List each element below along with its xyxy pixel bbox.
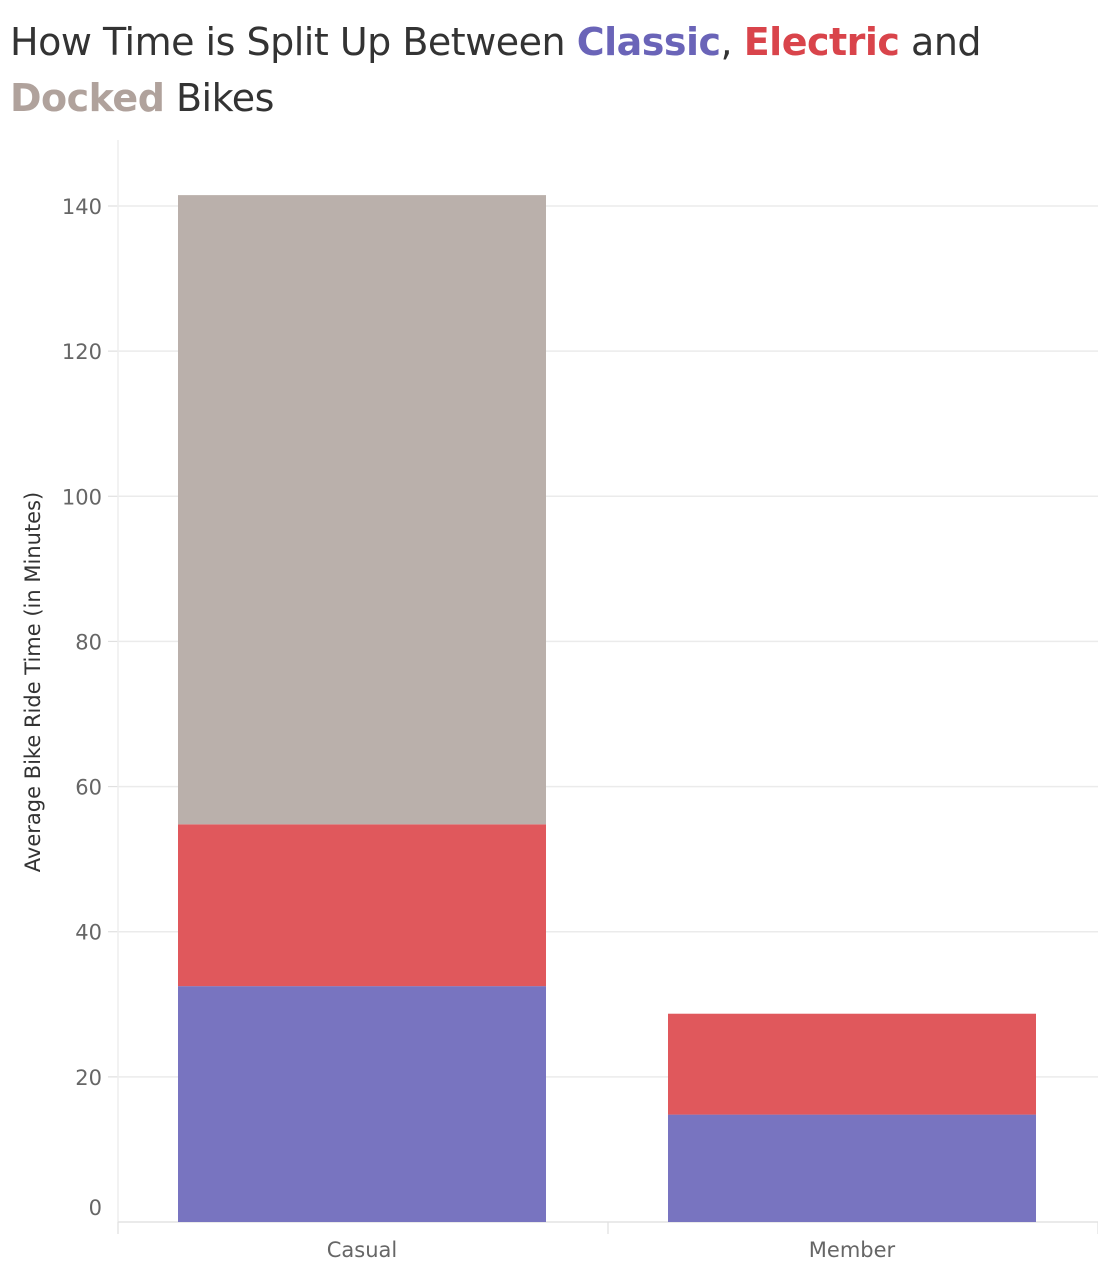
title-keyword-classic: Classic xyxy=(576,20,721,64)
x-tick-label: Casual xyxy=(327,1238,398,1262)
bars xyxy=(178,195,1036,1222)
title-keyword-electric: Electric xyxy=(743,20,900,64)
x-tick-labels: Casual Member xyxy=(327,1238,896,1262)
y-tick-label: 120 xyxy=(62,340,102,364)
x-tick-label: Member xyxy=(809,1238,896,1262)
title-keyword-docked: Docked xyxy=(10,76,165,120)
title-text: , xyxy=(720,20,744,64)
bar-casual-classic xyxy=(178,986,546,1222)
chart-title: How Time is Split Up Between Classic, El… xyxy=(10,14,1070,126)
y-tick-label: 100 xyxy=(62,485,102,509)
y-tick-labels: 0 20 40 60 80 100 120 140 xyxy=(62,195,102,1220)
y-tick-label: 80 xyxy=(75,630,102,654)
y-tick-label: 20 xyxy=(75,1066,102,1090)
bar-member-electric xyxy=(668,1013,1036,1115)
title-text: and xyxy=(899,20,982,64)
bar-casual-electric xyxy=(178,824,546,987)
y-tick-label: 60 xyxy=(75,776,102,800)
bar-casual-docked xyxy=(178,195,546,825)
y-tick-label: 0 xyxy=(89,1196,102,1220)
bar-member-classic xyxy=(668,1114,1036,1222)
y-tick-label: 40 xyxy=(75,921,102,945)
title-text: How Time is Split Up Between xyxy=(10,20,577,64)
y-tick-label: 140 xyxy=(62,195,102,219)
y-axis-title: Average Bike Ride Time (in Minutes) xyxy=(21,492,45,872)
title-text: Bikes xyxy=(164,76,274,120)
